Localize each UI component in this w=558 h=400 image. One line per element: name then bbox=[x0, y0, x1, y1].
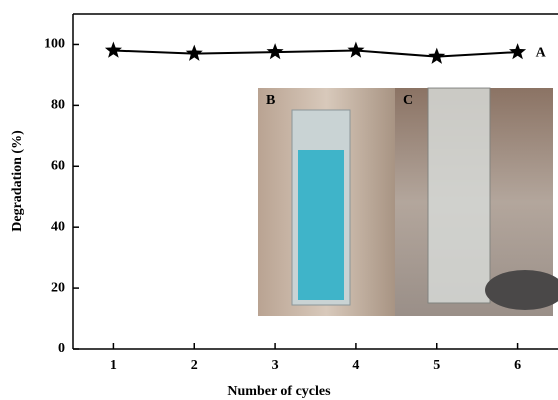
data-point bbox=[509, 43, 526, 59]
y-tick-label: 40 bbox=[51, 219, 65, 234]
y-tick-label: 60 bbox=[51, 158, 65, 173]
annotation: B bbox=[266, 93, 275, 108]
annotation: C bbox=[403, 93, 413, 108]
x-tick-label: 4 bbox=[352, 358, 359, 373]
data-point bbox=[105, 42, 122, 58]
y-tick-label: 20 bbox=[51, 280, 65, 295]
x-tick-label: 3 bbox=[272, 358, 279, 373]
data-point bbox=[428, 48, 445, 64]
y-tick-label: 100 bbox=[44, 37, 65, 52]
data-point bbox=[186, 45, 203, 61]
data-point bbox=[267, 43, 284, 59]
y-tick-label: 0 bbox=[58, 341, 65, 356]
x-tick-label: 2 bbox=[191, 358, 198, 373]
x-tick-label: 1 bbox=[110, 358, 117, 373]
x-axis-title: Number of cycles bbox=[227, 384, 331, 399]
inset-photos: B C bbox=[258, 88, 558, 316]
solution-b bbox=[298, 150, 344, 300]
cuvette-c bbox=[428, 88, 490, 303]
series-line bbox=[113, 51, 517, 57]
y-tick-label: 80 bbox=[51, 98, 65, 113]
chart: B C Number of cycles Degradation (%) 0 20… bbox=[0, 0, 558, 400]
x-tick-label: 6 bbox=[514, 358, 521, 373]
series-label: A bbox=[536, 45, 547, 60]
y-axis-title: Degradation (%) bbox=[10, 130, 25, 232]
data-point bbox=[347, 42, 364, 58]
x-tick-label: 5 bbox=[433, 358, 440, 373]
